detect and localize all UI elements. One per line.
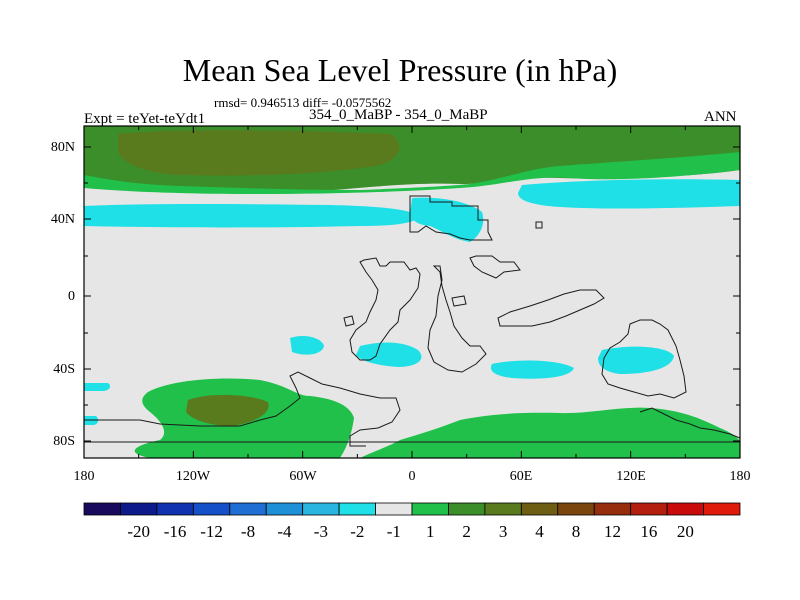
colorbar-label: -3 bbox=[314, 522, 328, 541]
cyan-patch-4 bbox=[598, 346, 674, 374]
cyan-band-west bbox=[84, 204, 419, 228]
x-tick-label: 120W bbox=[176, 469, 211, 484]
cyan-patch-5 bbox=[84, 383, 111, 391]
southern-brown-patch bbox=[186, 394, 269, 426]
colorbar-swatch bbox=[557, 502, 595, 516]
coastline-small-box bbox=[535, 221, 543, 229]
southern-green-east bbox=[360, 407, 740, 458]
colorbar-label: 4 bbox=[535, 522, 544, 541]
cyan-patch-1 bbox=[290, 335, 324, 355]
x-tick-label: 60W bbox=[289, 469, 317, 484]
x-tick-label: 60E bbox=[510, 469, 533, 484]
colorbar bbox=[83, 502, 741, 516]
colorbar-label: 12 bbox=[604, 522, 621, 541]
arctic-brown-patch bbox=[118, 130, 400, 176]
coastline-africa bbox=[427, 265, 487, 373]
map-title: Mean Sea Level Pressure (in hPa) bbox=[182, 52, 618, 88]
coastline-europe-asia bbox=[409, 195, 493, 241]
y-tick-label: 0 bbox=[68, 289, 75, 304]
cyan-band-east bbox=[518, 179, 740, 209]
colorbar-label: -12 bbox=[200, 522, 223, 541]
coastline-island-a bbox=[343, 315, 355, 327]
coastline-australia bbox=[601, 319, 687, 399]
x-tick-label: 120E bbox=[616, 469, 646, 484]
colorbar-swatch bbox=[593, 502, 632, 516]
y-tick-label: 40N bbox=[51, 212, 75, 227]
colorbar-label: 1 bbox=[426, 522, 435, 541]
colorbar-swatch bbox=[448, 502, 486, 516]
colorbar-labels: -20 -16 -12 -8 -4 -3 -2 -1 1 2 3 4 8 12 … bbox=[127, 522, 694, 541]
colorbar-label: -16 bbox=[164, 522, 187, 541]
y-tick-label: 40S bbox=[53, 362, 75, 377]
season-label: ANN bbox=[704, 109, 737, 125]
colorbar-swatch bbox=[302, 502, 340, 516]
colorbar-swatch bbox=[192, 502, 231, 516]
colorbar-swatch bbox=[156, 502, 194, 516]
colorbar-label: 16 bbox=[640, 522, 657, 541]
colorbar-swatch bbox=[666, 502, 704, 516]
coastlines bbox=[84, 195, 740, 447]
colorbar-swatch bbox=[484, 502, 522, 516]
colorbar-label: -4 bbox=[277, 522, 292, 541]
colorbar-label: -1 bbox=[387, 522, 401, 541]
x-tick-label: 0 bbox=[409, 469, 416, 484]
colorbar-swatch bbox=[120, 502, 158, 516]
cyan-band-mid bbox=[410, 197, 484, 242]
colorbar-label: 3 bbox=[499, 522, 508, 541]
stats-label: rmsd= 0.946513 diff= -0.0575562 bbox=[214, 95, 392, 110]
colorbar-swatch bbox=[229, 502, 267, 516]
colorbar-label: 20 bbox=[677, 522, 694, 541]
period-label: 354_0_MaBP - 354_0_MaBP bbox=[309, 107, 488, 123]
x-tick-label: 180 bbox=[730, 469, 751, 484]
y-tick-label: 80S bbox=[53, 434, 75, 449]
map-field bbox=[84, 126, 740, 458]
colorbar-label: 2 bbox=[462, 522, 471, 541]
x-tick-label: 180 bbox=[74, 469, 95, 484]
colorbar-label: 8 bbox=[572, 522, 581, 541]
colorbar-swatch bbox=[703, 502, 741, 516]
y-tick-label: 80N bbox=[51, 140, 75, 155]
colorbar-label: -20 bbox=[127, 522, 150, 541]
north-green-lobe bbox=[84, 152, 740, 194]
colorbar-swatch bbox=[375, 502, 413, 516]
colorbar-swatch bbox=[630, 502, 668, 516]
coastline-southern-ocean bbox=[84, 371, 401, 447]
coastline-maritime bbox=[497, 289, 605, 327]
tick-marks bbox=[83, 126, 741, 458]
coastline-americas bbox=[349, 257, 421, 361]
colorbar-swatch bbox=[520, 502, 559, 516]
coastline-island-b bbox=[451, 295, 467, 307]
coastline-antarctica bbox=[84, 407, 740, 443]
axis-ticks: 180 120W 60W 0 60E 120E 180 80N 40N 0 40… bbox=[51, 140, 751, 484]
colorbar-label: -8 bbox=[241, 522, 255, 541]
colorbar-swatch bbox=[83, 502, 121, 516]
colorbar-swatch bbox=[338, 502, 376, 516]
colorbar-label: -2 bbox=[350, 522, 364, 541]
cyan-patch-3 bbox=[490, 360, 574, 379]
colorbar-swatch bbox=[411, 502, 449, 516]
colorbar-swatch bbox=[265, 502, 304, 516]
experiment-label: Expt = teYet-teYdt1 bbox=[84, 111, 206, 127]
cyan-patch-2 bbox=[356, 342, 422, 367]
coastline-east-asia bbox=[469, 255, 521, 279]
